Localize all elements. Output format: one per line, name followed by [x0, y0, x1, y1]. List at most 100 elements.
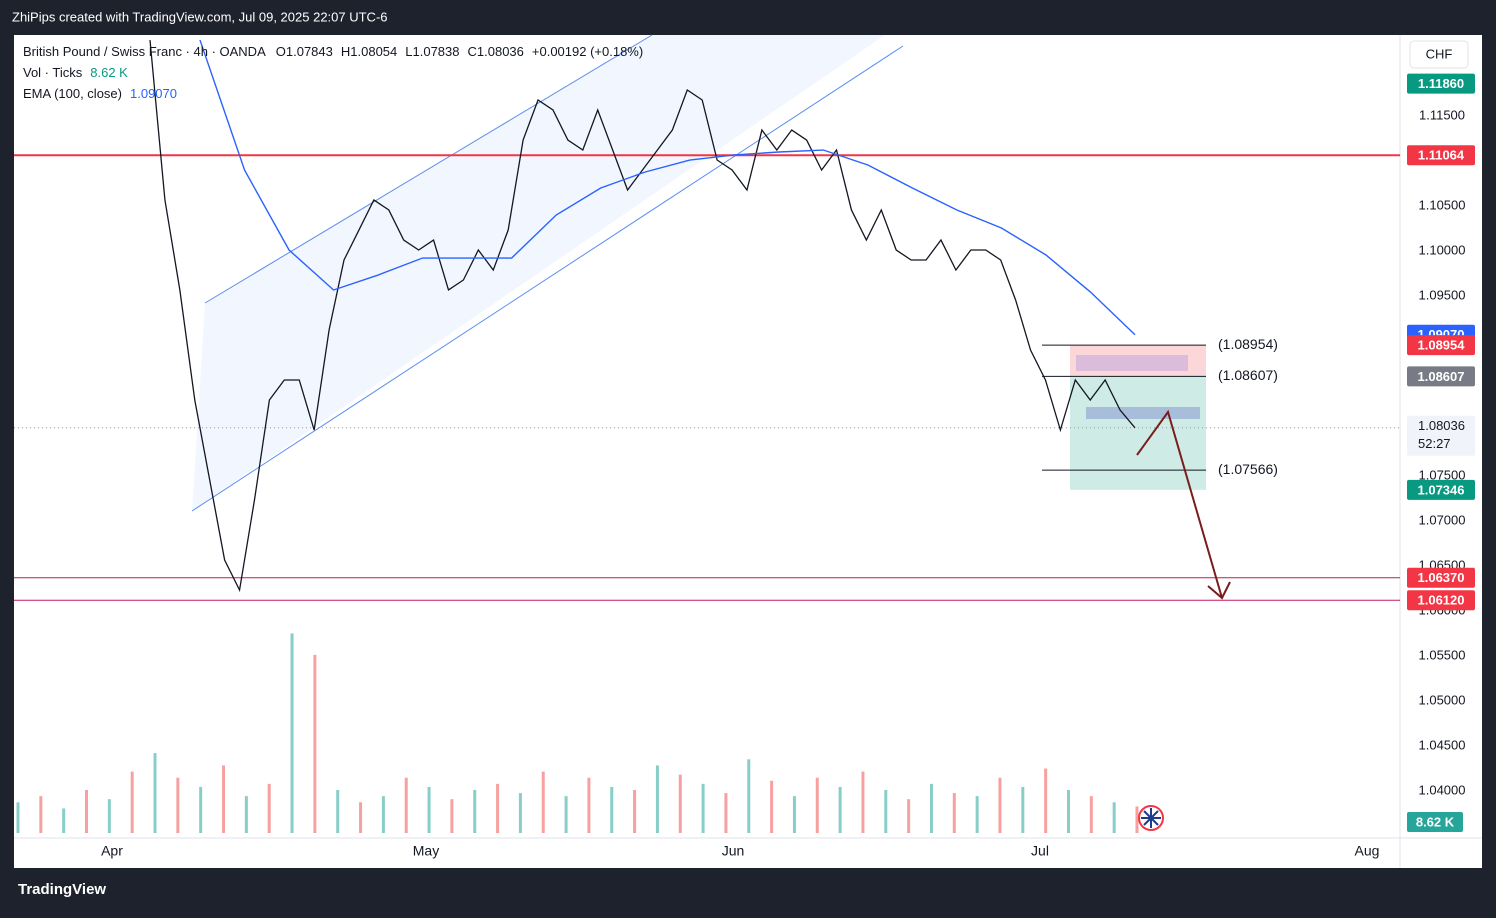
volume-bar: [336, 790, 340, 833]
price-tag-label: 1.08607: [1418, 369, 1465, 384]
volume-bar: [267, 783, 271, 833]
volume-bar: [222, 765, 226, 833]
ohlc-value: 1.07843: [286, 44, 333, 59]
brand: TradingView: [18, 881, 106, 898]
volume-bar: [404, 777, 408, 833]
y-tick-label: 1.11500: [1419, 107, 1465, 122]
countdown: 52:27: [1418, 436, 1451, 451]
price-tag-label: 1.08954: [1418, 338, 1466, 353]
volume-tag-label: 8.62 K: [1416, 814, 1455, 829]
forecast-arrow: [1136, 409, 1223, 599]
volume-bar: [359, 802, 363, 833]
volume-bar: [678, 774, 682, 833]
currency: CHF: [1426, 46, 1453, 61]
volume-bar: [176, 777, 180, 833]
x-tick-label: Apr: [101, 843, 123, 859]
y-tick-label: 1.09500: [1419, 287, 1466, 302]
price-line: [149, 39, 1136, 593]
volume-bar: [1089, 796, 1093, 833]
ema-label: EMA (100, close): [23, 86, 122, 101]
change: +0.00192 (+0.18%): [532, 44, 643, 59]
ohlc-value: 1.08036: [477, 44, 524, 59]
volume-bar: [1112, 802, 1116, 833]
volume-bar: [792, 796, 796, 833]
volume-bar: [655, 765, 659, 833]
volume-bar: [381, 796, 385, 833]
target-zone: [1070, 376, 1206, 490]
volume-bar: [496, 783, 500, 833]
volume-bar: [16, 802, 20, 833]
volume-bar: [1044, 768, 1048, 833]
last-price-label: 1.08036: [1418, 418, 1465, 433]
price-tag: [1407, 145, 1475, 166]
volume-bar: [541, 771, 545, 833]
volume-bar: [130, 771, 134, 833]
level-label: (1.08954): [1218, 336, 1278, 352]
volume-bar: [85, 790, 89, 833]
price-tag: [1407, 567, 1475, 588]
volume-bar: [587, 777, 591, 833]
highlight: [1076, 355, 1188, 371]
ohlc-value: 1.08054: [350, 44, 397, 59]
volume-bar: [199, 786, 203, 833]
volume-bar: [518, 793, 522, 833]
volume-bar: [975, 796, 979, 833]
header: ZhiPips created with TradingView.com, Ju…: [12, 9, 388, 24]
x-tick-label: Aug: [1355, 843, 1380, 859]
legend-line: Vol · Ticks 8.62 K: [23, 65, 128, 80]
price-tag-label: 1.06370: [1418, 570, 1465, 585]
channel-line: [204, 34, 653, 304]
ohlc-key: C: [468, 44, 477, 59]
volume-bar: [998, 777, 1002, 833]
level-label: (1.08607): [1218, 367, 1278, 383]
volume-bar: [107, 799, 111, 833]
volume-label: Vol · Ticks: [23, 65, 83, 80]
volume-bar: [747, 759, 751, 833]
volume-bar: [62, 808, 66, 833]
volume-bar: [861, 771, 865, 833]
x-tick-label: Jun: [722, 843, 745, 859]
ohlc-key: L: [405, 44, 412, 59]
volume-bar: [633, 790, 637, 833]
volume-bar: [564, 796, 568, 833]
y-tick-label: 1.04000: [1419, 782, 1466, 797]
price-tag: [1407, 73, 1475, 94]
volume-bar: [244, 796, 248, 833]
ohlc-value: 1.07838: [413, 44, 460, 59]
legend-line: British Pound / Swiss Franc · 4h · OANDA…: [23, 44, 643, 59]
volume-bar: [610, 786, 614, 833]
y-tick-label: 1.05500: [1419, 647, 1466, 662]
ohlc-key: H: [341, 44, 350, 59]
volume-bar: [39, 796, 43, 833]
volume-bar: [427, 786, 431, 833]
volume-tag: [1407, 812, 1463, 832]
volume-bar: [952, 793, 956, 833]
volume-bar: [313, 654, 317, 833]
price-tag: [1407, 366, 1475, 387]
flag-icon: [1141, 808, 1161, 828]
ohlc-key: O: [276, 44, 286, 59]
price-tag-label: 1.11860: [1418, 76, 1464, 91]
volume-bar: [815, 777, 819, 833]
y-tick-label: 1.07000: [1419, 512, 1466, 527]
legend-line: EMA (100, close) 1.09070: [23, 86, 177, 101]
price-tag: [1407, 590, 1475, 611]
volume-bar: [884, 790, 888, 833]
ema-value: 1.09070: [130, 86, 177, 101]
currency-button[interactable]: [1409, 40, 1469, 69]
channel-fill: [192, 35, 885, 511]
price-tag-label: 1.11064: [1418, 148, 1465, 163]
symbol: British Pound / Swiss Franc · 4h · OANDA: [23, 44, 266, 59]
volume-bar: [701, 783, 705, 833]
volume-bar: [770, 780, 774, 833]
last-price-tag: [1407, 415, 1475, 456]
volume-bar: [290, 633, 294, 833]
plot: 1.040001.045001.050001.055001.060001.065…: [14, 39, 1475, 859]
volume-bar: [473, 790, 477, 833]
volume-bar: [1135, 806, 1139, 833]
price-tag: [1407, 335, 1475, 356]
stop-zone: [1070, 345, 1206, 377]
volume-bar: [907, 799, 911, 833]
